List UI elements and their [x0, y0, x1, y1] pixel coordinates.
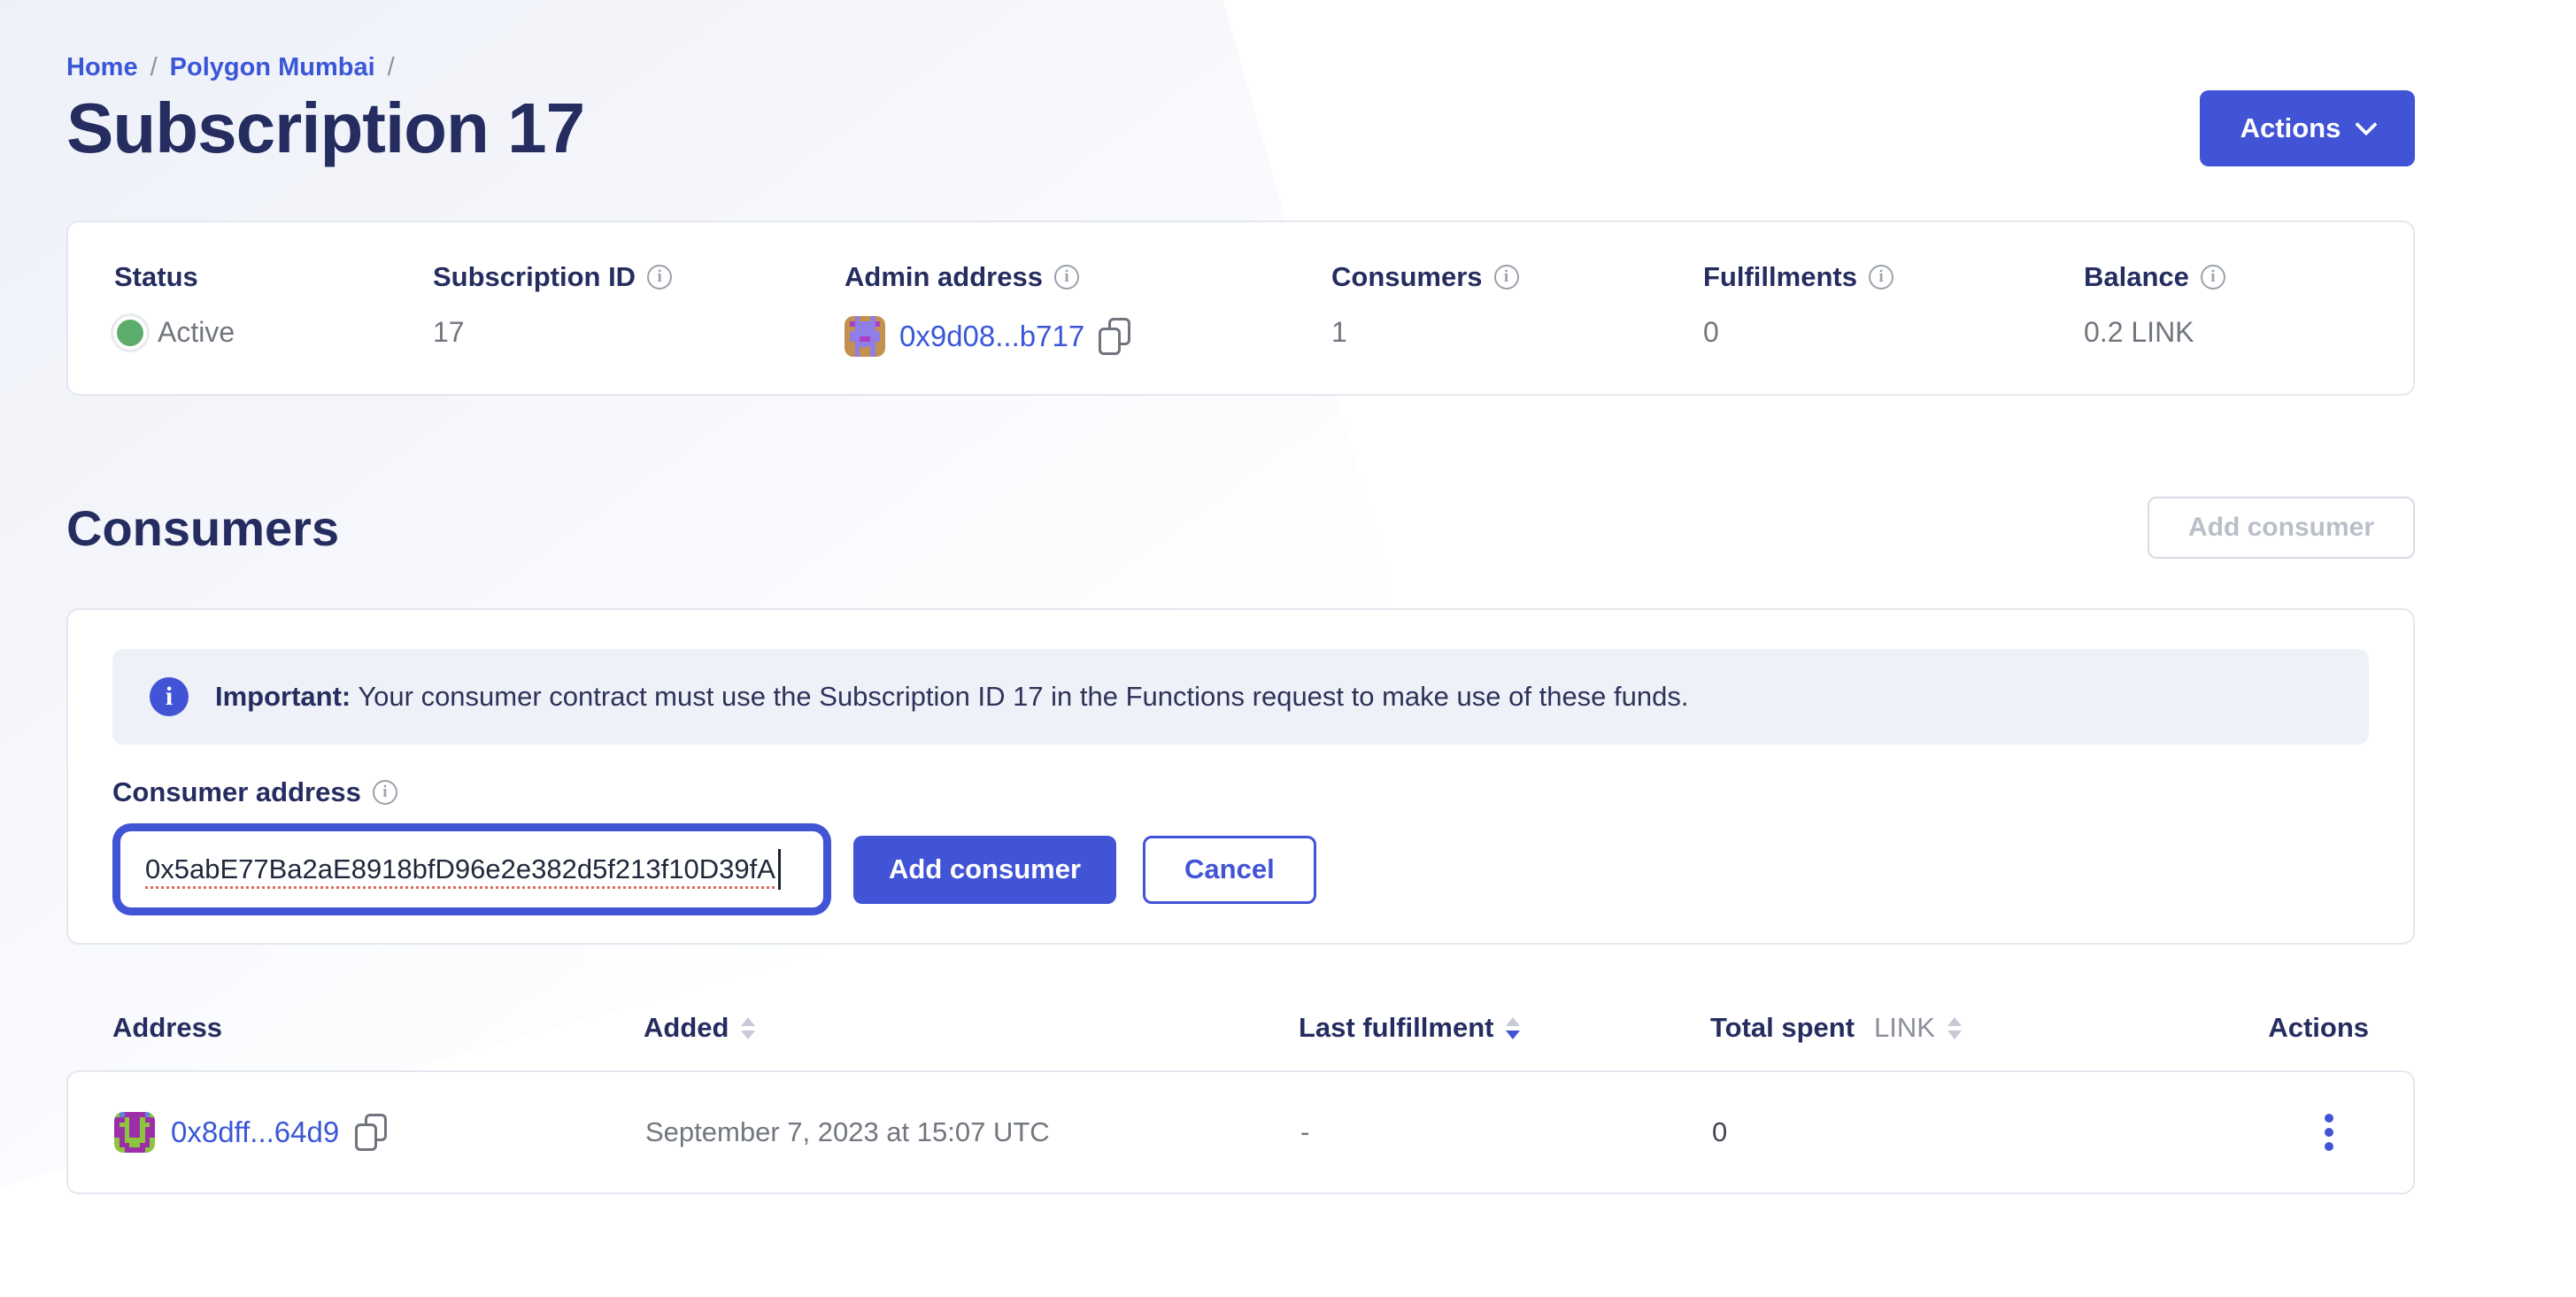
add-consumer-button-disabled[interactable]: Add consumer — [2147, 497, 2415, 559]
balance-value: 0.2 LINK — [2084, 316, 2194, 348]
breadcrumb-separator: / — [150, 53, 158, 81]
fulfillments-value: 0 — [1703, 316, 1719, 348]
subscription-id-value: 17 — [433, 316, 465, 348]
info-filled-icon: i — [150, 677, 189, 716]
consumer-avatar — [114, 1112, 155, 1153]
actions-column-label: Actions — [2268, 1012, 2369, 1043]
breadcrumb-separator: / — [387, 53, 395, 81]
column-header-total-spent[interactable]: Total spent LINK — [1710, 1012, 2259, 1044]
field-consumers: Consumers i 1 — [1331, 261, 1703, 357]
consumer-address-link[interactable]: 0x8dff...64d9 — [171, 1116, 340, 1148]
consumer-address-input[interactable]: 0x5abE77Ba2aE8918bfD96e2e382d5f213f10D39… — [120, 831, 823, 907]
subscription-overview-card: Status Active Subscription ID i 17 Admin… — [66, 220, 2415, 396]
consumers-table-header: Address Added Last fulfillment Total spe… — [66, 1012, 2415, 1044]
column-header-actions: Actions — [2268, 1012, 2369, 1044]
address-column-label: Address — [112, 1012, 223, 1043]
consumers-value: 1 — [1331, 316, 1347, 348]
actions-button-label: Actions — [2240, 112, 2341, 143]
consumer-address-cell: 0x8dff...64d9 — [114, 1112, 645, 1153]
breadcrumb: Home / Polygon Mumbai / — [66, 53, 2415, 82]
consumers-label: Consumers — [1331, 261, 1483, 292]
fulfillments-label: Fulfillments — [1703, 261, 1857, 292]
page: Home / Polygon Mumbai / Subscription 17 … — [66, 53, 2415, 1194]
chevron-down-icon — [2355, 113, 2379, 136]
add-consumer-card: i Important: Your consumer contract must… — [66, 608, 2415, 945]
info-icon[interactable]: i — [1868, 265, 1893, 290]
column-header-address: Address — [112, 1012, 644, 1044]
actions-button[interactable]: Actions — [2200, 90, 2415, 166]
field-fulfillments: Fulfillments i 0 — [1703, 261, 2084, 357]
consumer-address-form-row: 0x5abE77Ba2aE8918bfD96e2e382d5f213f10D39… — [112, 831, 2369, 907]
banner-text: Important: Your consumer contract must u… — [215, 681, 1689, 713]
last-fulfillment-cell: - — [1300, 1116, 1310, 1147]
admin-address-label: Admin address — [845, 261, 1043, 292]
info-icon[interactable]: i — [1493, 265, 1519, 290]
important-banner: i Important: Your consumer contract must… — [112, 649, 2369, 745]
consumer-table-row: 0x8dff...64d9 September 7, 2023 at 15:07… — [66, 1070, 2415, 1194]
status-active-dot — [117, 319, 143, 346]
added-cell: September 7, 2023 at 15:07 UTC — [645, 1116, 1050, 1147]
info-icon[interactable]: i — [647, 265, 673, 290]
field-admin-address: Admin address i 0x9d08...b717 — [845, 261, 1331, 357]
page-header: Subscription 17 Actions — [66, 88, 2415, 169]
admin-avatar — [845, 316, 885, 357]
field-subscription-id: Subscription ID i 17 — [433, 261, 845, 357]
breadcrumb-network-link[interactable]: Polygon Mumbai — [169, 53, 375, 81]
sort-icon-active-desc[interactable] — [1506, 1016, 1521, 1039]
cancel-button[interactable]: Cancel — [1143, 835, 1316, 904]
info-icon[interactable]: i — [372, 780, 397, 805]
column-header-last-fulfillment[interactable]: Last fulfillment — [1299, 1012, 1710, 1044]
subscription-id-label: Subscription ID — [433, 261, 636, 292]
last-fulfillment-column-label: Last fulfillment — [1299, 1012, 1494, 1043]
info-icon[interactable]: i — [1053, 265, 1079, 290]
consumer-address-label-row: Consumer address i — [112, 776, 2369, 808]
admin-address-link[interactable]: 0x9d08...b717 — [899, 320, 1085, 352]
consumer-address-input-value: 0x5abE77Ba2aE8918bfD96e2e382d5f213f10D39… — [145, 853, 775, 884]
banner-message: Your consumer contract must use the Subs… — [351, 681, 1689, 712]
banner-important-label: Important: — [215, 681, 351, 712]
consumers-section-header: Consumers Add consumer — [66, 497, 2415, 559]
page-title: Subscription 17 — [66, 89, 585, 167]
total-spent-unit-label: LINK — [1874, 1012, 1935, 1043]
add-consumer-submit-button[interactable]: Add consumer — [853, 835, 1117, 904]
info-icon[interactable]: i — [2200, 265, 2225, 290]
balance-label: Balance — [2084, 261, 2189, 292]
added-column-label: Added — [644, 1012, 729, 1043]
sort-icon[interactable] — [741, 1016, 756, 1039]
sort-icon[interactable] — [1947, 1016, 1962, 1039]
status-label: Status — [114, 261, 198, 292]
field-status: Status Active — [114, 261, 433, 357]
text-caret — [777, 849, 781, 890]
column-header-added[interactable]: Added — [644, 1012, 1299, 1044]
field-balance: Balance i 0.2 LINK — [2084, 261, 2367, 357]
status-value: Active — [158, 316, 235, 348]
consumers-heading: Consumers — [66, 499, 340, 556]
copy-icon[interactable] — [1099, 318, 1131, 355]
total-spent-column-label: Total spent — [1710, 1012, 1855, 1043]
breadcrumb-home-link[interactable]: Home — [66, 53, 138, 81]
total-spent-cell: 0 — [1712, 1116, 1728, 1147]
consumer-address-label: Consumer address — [112, 776, 361, 807]
copy-icon[interactable] — [355, 1114, 388, 1151]
row-actions-kebab-menu-icon[interactable] — [2319, 1108, 2339, 1156]
